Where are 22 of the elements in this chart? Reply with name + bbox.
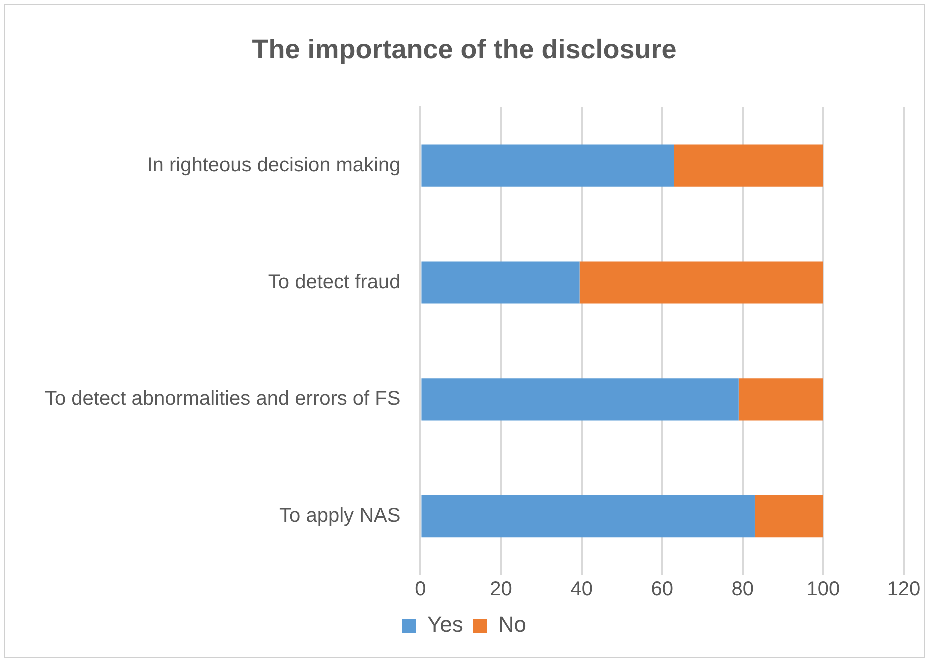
bar <box>754 496 824 538</box>
x-tick-label: 80 <box>732 578 754 601</box>
bar <box>674 144 824 187</box>
x-tick-label: 60 <box>651 578 674 601</box>
y-tick-label: In righteous decision making <box>147 154 401 176</box>
bar <box>580 262 824 304</box>
bar <box>422 144 674 187</box>
y-tick-label: To detect fraud <box>268 271 401 294</box>
y-tick-label: To apply NAS <box>280 505 401 528</box>
chart-title: The importance of the disclosure <box>252 34 677 65</box>
x-tick-label: 120 <box>887 578 921 601</box>
y-tick-label: To detect abnormalities and errors of FS <box>44 388 401 410</box>
bar <box>422 378 739 421</box>
x-tick-label: 20 <box>490 578 512 601</box>
x-tick-label: 100 <box>806 578 840 601</box>
x-tick-label: 40 <box>570 578 593 601</box>
bar <box>422 262 580 304</box>
legend-label: No <box>498 612 527 638</box>
legend-label: Yes <box>427 612 464 638</box>
x-tick-label: 0 <box>415 578 426 601</box>
bar <box>422 496 755 538</box>
bar <box>738 378 824 421</box>
